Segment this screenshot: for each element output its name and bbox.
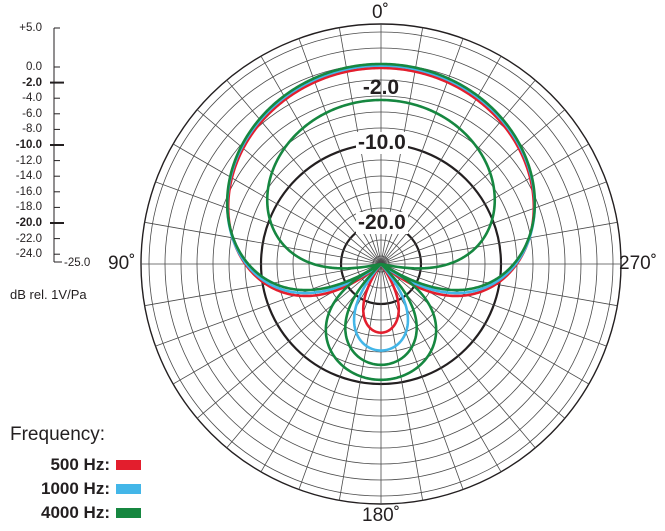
scale-tick-label: -8.0: [22, 123, 42, 136]
radial-line: [226, 79, 382, 265]
angle-label-270: 270˚: [619, 253, 658, 274]
angle-label-180: 180˚: [362, 505, 401, 526]
radial-line: [380, 263, 566, 419]
legend-label: 4000 Hz:: [41, 503, 110, 522]
scale-tick-label: -4.0: [22, 92, 42, 105]
angle-label-0: 0˚: [372, 2, 389, 23]
radial-line: [380, 263, 502, 473]
radial-line: [144, 263, 382, 307]
radial-line: [298, 263, 382, 490]
scale-axis-label: dB rel. 1V/Pa: [10, 287, 87, 302]
radial-line: [196, 263, 382, 419]
radial-line: [172, 143, 382, 265]
scale-tick-label: -2.0: [22, 76, 42, 89]
scale-tick-label: -6.0: [22, 107, 42, 120]
series-curve-0: [226, 66, 536, 334]
radial-line: [380, 79, 536, 265]
ring-label-minus-10: -10.0: [356, 131, 408, 154]
legend-title: Frequency:: [10, 424, 106, 445]
scale-tick-label: -24.0: [15, 248, 42, 261]
legend-item-4000hz: 4000 Hz:: [10, 503, 150, 523]
scale-tick-label: -22.0: [15, 232, 42, 245]
scale-tick-label: -12.0: [15, 154, 42, 167]
scale-tick-label: -10.0: [15, 139, 42, 151]
radial-line: [155, 181, 382, 265]
radial-line: [380, 263, 424, 501]
legend-item-1000hz: 1000 Hz:: [10, 479, 150, 499]
radial-line: [155, 263, 382, 347]
radial-line: [144, 221, 382, 265]
series-curve-3: [265, 98, 497, 382]
radial-line: [380, 263, 464, 490]
radial-line: [380, 263, 607, 347]
radial-line: [260, 263, 382, 473]
angle-label-90: 90˚: [108, 253, 136, 274]
ring-label-minus-2: -2.0: [363, 76, 399, 99]
scale-tick-label: -20.0: [15, 217, 42, 229]
radial-line: [380, 263, 618, 307]
ring-label-minus-20: -20.0: [356, 211, 408, 234]
legend-label: 500 Hz:: [50, 455, 110, 474]
radial-line: [196, 109, 382, 265]
legend-label: 1000 Hz:: [41, 479, 110, 498]
radial-line: [380, 181, 607, 265]
legend-swatch: [116, 484, 141, 494]
radial-line: [380, 221, 618, 265]
radial-line: [380, 143, 590, 265]
radial-line: [338, 263, 382, 501]
scale-tick-label: 0.0: [26, 61, 42, 73]
legend-swatch: [116, 460, 141, 470]
series-curve-2: [225, 62, 537, 367]
scale-min-label: -25.0: [64, 257, 91, 269]
scale-tick-label: +5.0: [19, 22, 42, 34]
scale-tick-label: -14.0: [15, 170, 42, 183]
scale-tick-label: -18.0: [15, 201, 42, 214]
legend-item-500hz: 500 Hz:: [10, 455, 150, 475]
radial-line: [380, 109, 566, 265]
legend-swatch: [116, 508, 141, 518]
scale-tick-label: -16.0: [15, 185, 42, 198]
